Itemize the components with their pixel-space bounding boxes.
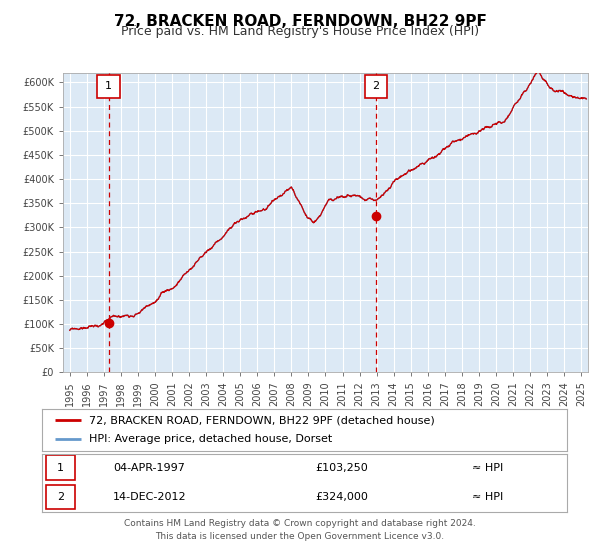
- Text: 2: 2: [57, 492, 64, 502]
- Text: HPI: Average price, detached house, Dorset: HPI: Average price, detached house, Dors…: [89, 435, 332, 445]
- Text: Price paid vs. HM Land Registry's House Price Index (HPI): Price paid vs. HM Land Registry's House …: [121, 25, 479, 38]
- Text: £103,250: £103,250: [315, 463, 368, 473]
- Text: 04-APR-1997: 04-APR-1997: [113, 463, 185, 473]
- Text: £324,000: £324,000: [315, 492, 368, 502]
- Text: 2: 2: [373, 81, 380, 91]
- Text: 72, BRACKEN ROAD, FERNDOWN, BH22 9PF: 72, BRACKEN ROAD, FERNDOWN, BH22 9PF: [113, 14, 487, 29]
- FancyBboxPatch shape: [46, 455, 75, 480]
- FancyBboxPatch shape: [46, 485, 75, 510]
- Text: 1: 1: [105, 81, 112, 91]
- Text: Contains HM Land Registry data © Crown copyright and database right 2024.
This d: Contains HM Land Registry data © Crown c…: [124, 519, 476, 540]
- Text: 14-DEC-2012: 14-DEC-2012: [113, 492, 187, 502]
- Text: 72, BRACKEN ROAD, FERNDOWN, BH22 9PF (detached house): 72, BRACKEN ROAD, FERNDOWN, BH22 9PF (de…: [89, 415, 435, 425]
- FancyBboxPatch shape: [365, 75, 387, 97]
- Text: 1: 1: [57, 463, 64, 473]
- Text: ≈ HPI: ≈ HPI: [473, 492, 504, 502]
- Text: ≈ HPI: ≈ HPI: [473, 463, 504, 473]
- FancyBboxPatch shape: [97, 75, 119, 97]
